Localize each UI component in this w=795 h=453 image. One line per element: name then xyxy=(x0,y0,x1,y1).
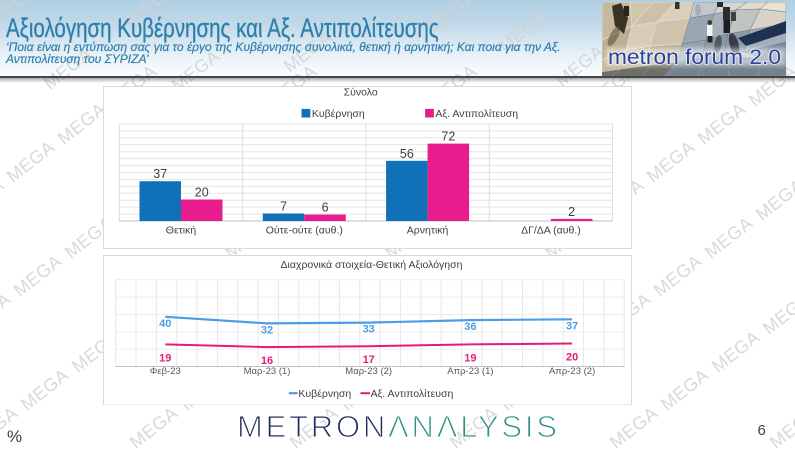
svg-text:Κυβέρνηση: Κυβέρνηση xyxy=(312,108,365,120)
svg-text:19: 19 xyxy=(464,352,476,364)
svg-text:37: 37 xyxy=(153,167,167,181)
svg-text:72: 72 xyxy=(441,130,455,144)
svg-text:Θετική: Θετική xyxy=(166,225,197,237)
svg-text:metron forum 2.0: metron forum 2.0 xyxy=(608,46,781,69)
svg-text:Κυβέρνηση: Κυβέρνηση xyxy=(298,388,351,400)
svg-text:Μαρ-23 (1): Μαρ-23 (1) xyxy=(244,366,291,377)
svg-text:32: 32 xyxy=(261,324,273,336)
svg-text:Διαχρονικά στοιχεία-Θετική Αξι: Διαχρονικά στοιχεία-Θετική Αξιολόγηση xyxy=(281,259,463,271)
svg-text:2: 2 xyxy=(568,205,575,219)
svg-text:20: 20 xyxy=(566,351,578,363)
svg-text:36: 36 xyxy=(464,321,476,333)
svg-text:Ούτε-ούτε (αυθ.): Ούτε-ούτε (αυθ.) xyxy=(266,225,343,237)
svg-text:17: 17 xyxy=(363,354,375,366)
svg-text:37: 37 xyxy=(566,320,578,332)
svg-text:Σύνολο: Σύνολο xyxy=(344,87,378,99)
svg-text:56: 56 xyxy=(400,147,414,161)
svg-text:Μαρ-23 (2): Μαρ-23 (2) xyxy=(345,366,392,377)
svg-text:7: 7 xyxy=(280,199,287,213)
svg-text:16: 16 xyxy=(261,355,273,367)
svg-text:20: 20 xyxy=(195,186,209,200)
svg-text:19: 19 xyxy=(159,352,171,364)
svg-text:Απρ-23 (1): Απρ-23 (1) xyxy=(447,366,493,377)
svg-text:ΔΓ/ΔΑ (αυθ.): ΔΓ/ΔΑ (αυθ.) xyxy=(521,225,581,237)
svg-text:Αξ. Αντιπολίτευση: Αξ. Αντιπολίτευση xyxy=(371,388,454,400)
svg-text:6: 6 xyxy=(322,201,329,215)
svg-text:Αξ. Αντιπολίτευση: Αξ. Αντιπολίτευση xyxy=(435,108,518,120)
svg-text:40: 40 xyxy=(159,317,171,329)
svg-text:Φεβ-23: Φεβ-23 xyxy=(150,366,181,377)
svg-text:Αρνητική: Αρνητική xyxy=(407,225,449,237)
svg-text:33: 33 xyxy=(363,323,375,335)
svg-text:Απρ-23 (2): Απρ-23 (2) xyxy=(549,366,595,377)
